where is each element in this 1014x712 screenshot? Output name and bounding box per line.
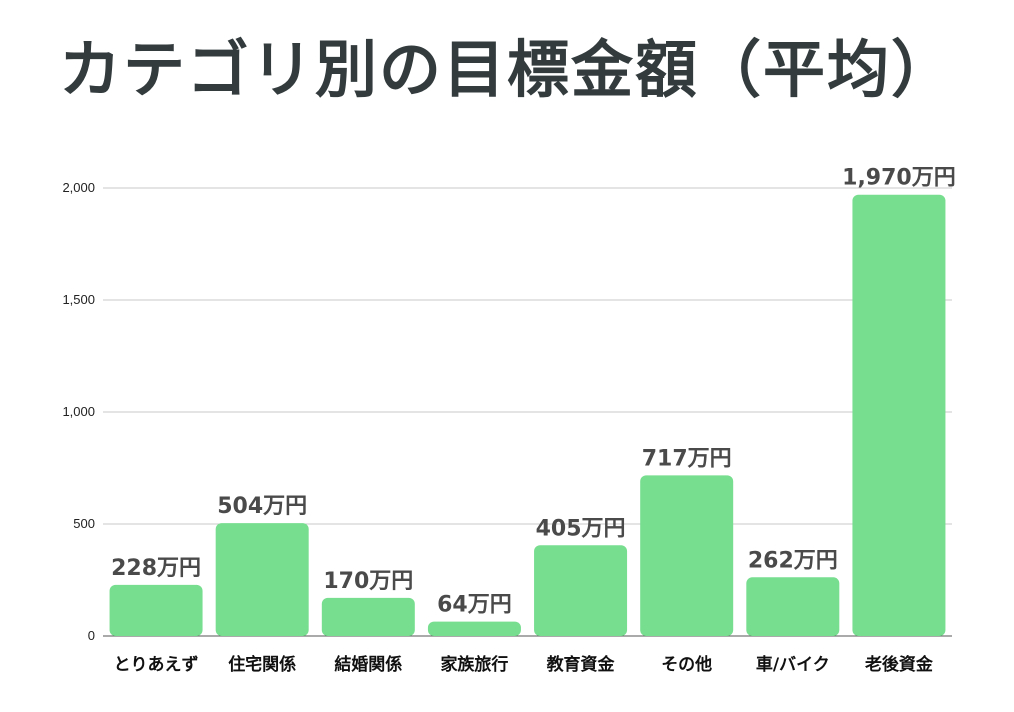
category-label: 教育資金 xyxy=(546,654,616,675)
category-label: 車/バイク xyxy=(756,654,830,675)
y-tick-label: 2,000 xyxy=(62,180,95,195)
data-label: 262万円 xyxy=(748,548,838,573)
y-axis-ticks: 0 500 1,000 1,500 2,000 xyxy=(62,180,95,643)
category-label: 老後資金 xyxy=(864,654,934,675)
bar xyxy=(321,597,415,636)
y-tick-label: 1,500 xyxy=(62,292,95,307)
bar xyxy=(215,523,309,636)
bar xyxy=(427,621,521,636)
category-label: その他 xyxy=(661,654,712,675)
data-labels: 228万円 504万円 170万円 64万円 405万円 717万円 262万円 1,970万… xyxy=(111,166,956,618)
y-tick-label: 0 xyxy=(88,628,95,643)
data-label: 170万円 xyxy=(323,569,413,594)
bar xyxy=(640,475,734,636)
bar xyxy=(534,545,628,636)
category-label: 結婚関係 xyxy=(334,654,402,675)
data-label: 1,970万円 xyxy=(842,166,956,191)
category-label: 住宅関係 xyxy=(228,654,296,675)
y-tick-label: 1,000 xyxy=(62,404,95,419)
data-label: 717万円 xyxy=(642,446,732,471)
data-label: 228万円 xyxy=(111,556,201,581)
bars xyxy=(109,194,946,636)
chart-title: カテゴリ別の目標金額（平均） xyxy=(58,33,955,106)
y-tick-label: 500 xyxy=(73,516,95,531)
bar xyxy=(852,194,946,636)
data-label: 405万円 xyxy=(536,516,626,541)
bar xyxy=(109,584,203,636)
category-label: とりあえず xyxy=(114,655,199,675)
category-label: 家族旅行 xyxy=(440,654,508,675)
data-label: 64万円 xyxy=(437,593,512,618)
x-axis-categories: とりあえず 住宅関係 結婚関係 家族旅行 教育資金 その他 車/バイク 老後資金 xyxy=(114,654,934,675)
data-label: 504万円 xyxy=(217,494,307,519)
bar xyxy=(746,577,840,636)
